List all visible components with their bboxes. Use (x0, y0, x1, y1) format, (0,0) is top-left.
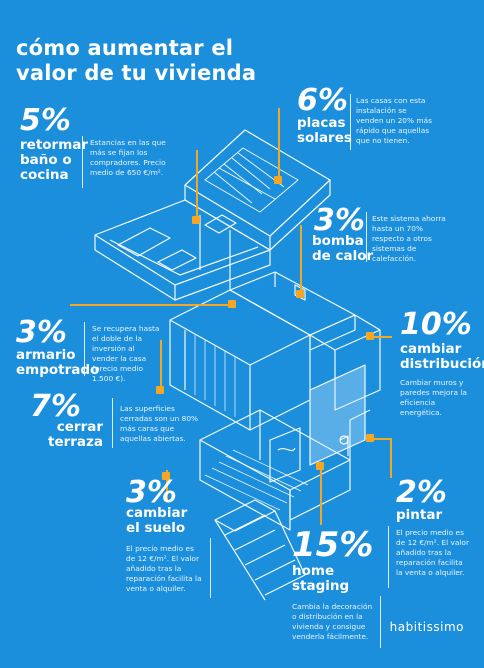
suelo-label-line: el suelo (126, 520, 186, 536)
bano-label-line: cocina (20, 167, 69, 183)
marker-dot (316, 462, 324, 470)
divider (112, 398, 113, 448)
staging-description: Cambia la decoración o distribución en l… (292, 602, 373, 641)
terraza-label-line: terraza (48, 434, 104, 450)
divider (350, 94, 351, 150)
leader-line (196, 150, 198, 220)
pintar-label: pintar (396, 508, 442, 523)
marker-dot (274, 176, 282, 184)
leader-line (372, 336, 392, 338)
terraza-label: cerrar terraza (48, 420, 103, 450)
bano-description: Estancias en las que más se fijan los co… (90, 138, 166, 177)
divider (82, 136, 83, 188)
pintar-percent: 2% (396, 475, 447, 510)
pintar-label-line: pintar (396, 507, 443, 523)
bomba-label: bomba de calor (312, 234, 373, 264)
marker-dot (366, 332, 374, 340)
placas-label-line: placas (297, 115, 346, 131)
armario-description: Se recupera hasta el doble de la inversi… (92, 324, 160, 383)
divider (84, 322, 85, 376)
placas-description: Las casas con esta instalación se venden… (356, 96, 432, 145)
distribucion-description: Cambiar muros y paredes mejora la eficie… (400, 378, 467, 417)
marker-dot (366, 434, 374, 442)
leader-line (372, 438, 392, 440)
suelo-description: El precio medio es de 12 €/m². El valor … (126, 544, 202, 593)
armario-label-line: armario (16, 347, 76, 363)
armario-percent: 3% (16, 315, 67, 350)
terraza-label-line: cerrar (56, 419, 104, 435)
leader-line (320, 465, 322, 525)
title-line: valor de tu vivienda (16, 61, 257, 85)
marker-dot (192, 216, 200, 224)
armario-label: armario empotrado (16, 348, 99, 378)
placas-label: placas solares (297, 116, 352, 146)
title-line: cómo aumentar el (16, 36, 234, 60)
leader-line (390, 438, 392, 478)
suelo-percent: 3% (126, 475, 177, 510)
bano-label-line: baño o (20, 152, 72, 168)
bano-label-line: retormar (20, 137, 89, 153)
staging-label-line: home (292, 563, 335, 579)
bomba-percent: 3% (314, 203, 365, 238)
divider (366, 212, 367, 262)
bomba-label-line: bomba (312, 233, 364, 249)
staging-label-line: staging (292, 578, 350, 594)
leader-line (278, 108, 280, 183)
armario-label-line: empotrado (16, 362, 100, 378)
placas-label-line: solares (297, 130, 352, 146)
bomba-label-line: de calor (312, 248, 374, 264)
leader-line (300, 225, 302, 295)
suelo-label: cambiar el suelo (126, 506, 187, 536)
marker-dot (156, 386, 164, 394)
terraza-percent: 7% (30, 389, 81, 424)
divider (388, 526, 389, 588)
distribucion-label-line: cambiar (400, 341, 462, 357)
staging-label: home staging (292, 564, 349, 594)
staging-percent: 15% (292, 525, 374, 565)
bano-percent: 5% (20, 103, 71, 138)
leader-line (166, 470, 168, 500)
distribucion-label: cambiar distribución (400, 342, 484, 372)
marker-dot (296, 290, 304, 298)
placas-percent: 6% (297, 83, 348, 118)
bano-label: retormar baño o cocina (20, 138, 88, 183)
suelo-label-line: cambiar (126, 505, 188, 521)
pintar-description: El precio medio es de 12 €/m². El valor … (396, 528, 469, 577)
distribucion-label-line: distribución (400, 356, 484, 372)
marker-dot (162, 472, 170, 480)
leader-line (160, 340, 162, 390)
terraza-description: Las superficies cerradas son un 80% más … (120, 404, 199, 443)
marker-dot (228, 300, 236, 308)
divider (380, 596, 381, 648)
distribucion-percent: 10% (400, 307, 472, 342)
brand-logo: habitissimo (389, 620, 464, 634)
bomba-description: Este sistema ahorra hasta un 70% respect… (372, 214, 446, 263)
leader-line (70, 304, 230, 306)
page-title: cómo aumentar el valor de tu vivienda (16, 36, 256, 86)
divider (210, 538, 211, 598)
